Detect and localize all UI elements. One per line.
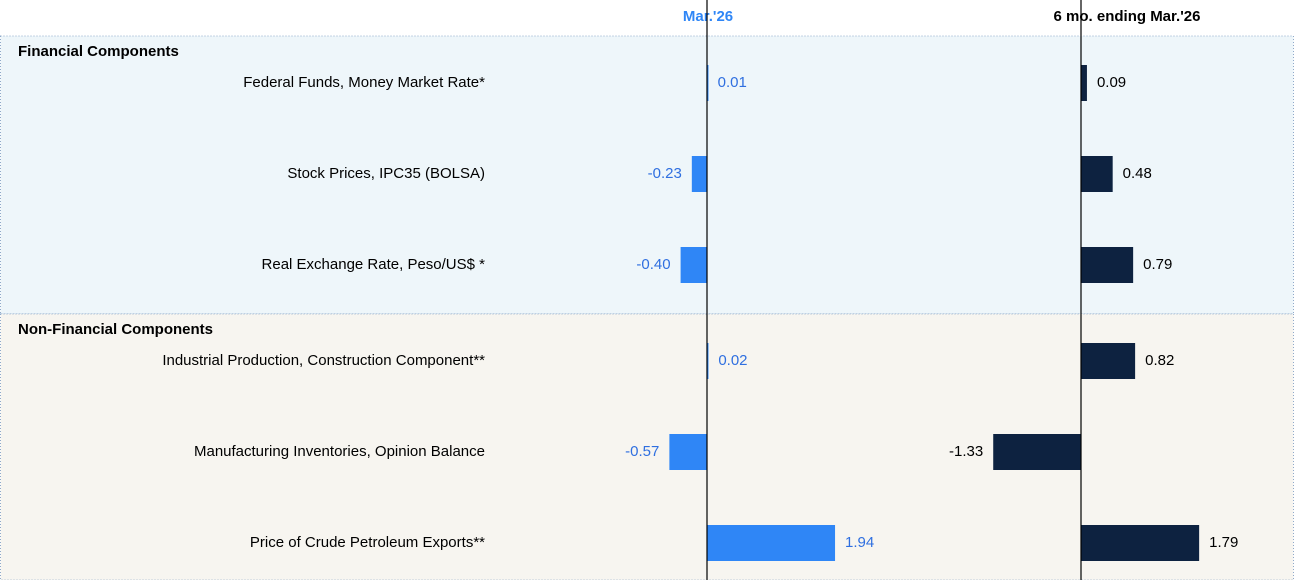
- value-label: -0.23: [648, 165, 682, 182]
- bar: [993, 434, 1081, 470]
- value-label: 0.01: [718, 74, 747, 91]
- group-background: [0, 35, 1294, 315]
- bar: [691, 156, 707, 192]
- value-label: 1.79: [1209, 534, 1238, 551]
- bar: [707, 343, 709, 379]
- value-label: 0.09: [1097, 74, 1126, 91]
- bar: [680, 247, 707, 283]
- column-header: 6 mo. ending Mar.'26: [1054, 8, 1201, 25]
- bar: [669, 434, 707, 470]
- value-label: -1.33: [949, 443, 983, 460]
- value-label: 0.79: [1143, 256, 1172, 273]
- bar: [707, 525, 836, 561]
- value-label: 1.94: [845, 534, 874, 551]
- group-title: Financial Components: [18, 43, 179, 60]
- category-label: Federal Funds, Money Market Rate*: [243, 74, 485, 91]
- bar: [1081, 247, 1134, 283]
- category-label: Real Exchange Rate, Peso/US$ *: [262, 256, 486, 273]
- bar: [1081, 525, 1200, 561]
- category-label: Price of Crude Petroleum Exports**: [250, 534, 485, 551]
- column-header: Mar.'26: [683, 8, 733, 25]
- value-label: 0.02: [718, 352, 747, 369]
- value-label: 0.48: [1123, 165, 1152, 182]
- bar: [1081, 156, 1113, 192]
- category-label: Manufacturing Inventories, Opinion Balan…: [194, 443, 485, 460]
- group-title: Non-Financial Components: [18, 321, 213, 338]
- category-label: Stock Prices, IPC35 (BOLSA): [287, 165, 485, 182]
- bar: [1081, 65, 1087, 101]
- bar: [1081, 343, 1136, 379]
- value-label: -0.40: [636, 256, 670, 273]
- category-label: Industrial Production, Construction Comp…: [162, 352, 485, 369]
- value-label: -0.57: [625, 443, 659, 460]
- bar: [707, 65, 709, 101]
- value-label: 0.82: [1145, 352, 1174, 369]
